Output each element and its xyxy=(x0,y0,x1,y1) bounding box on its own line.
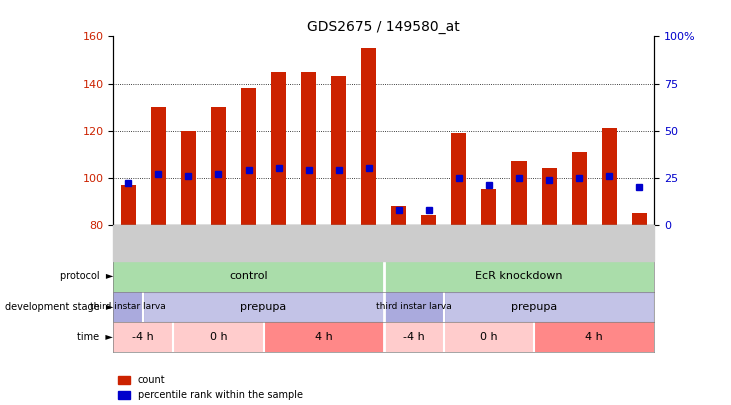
Title: GDS2675 / 149580_at: GDS2675 / 149580_at xyxy=(308,20,460,34)
Bar xyxy=(632,213,647,225)
Bar xyxy=(241,88,256,225)
Bar xyxy=(151,107,166,225)
Bar xyxy=(534,322,654,352)
Bar xyxy=(181,130,196,225)
Bar xyxy=(444,292,654,322)
Text: third instar larva: third instar larva xyxy=(91,302,166,311)
Text: protocol  ►: protocol ► xyxy=(60,271,113,281)
Legend: count, percentile rank within the sample: count, percentile rank within the sample xyxy=(118,375,303,400)
Bar xyxy=(331,77,346,225)
Bar xyxy=(301,72,317,225)
Bar xyxy=(361,48,376,225)
Bar xyxy=(113,322,173,352)
Bar xyxy=(384,322,444,352)
Bar xyxy=(173,322,264,352)
Bar xyxy=(482,190,496,225)
Bar xyxy=(512,161,526,225)
Bar xyxy=(264,322,384,352)
Text: 0 h: 0 h xyxy=(480,332,498,342)
Bar xyxy=(391,206,406,225)
Bar xyxy=(444,322,534,352)
Text: -4 h: -4 h xyxy=(132,332,154,342)
Bar xyxy=(384,261,654,292)
Text: -4 h: -4 h xyxy=(403,332,425,342)
Bar xyxy=(384,292,444,322)
Bar xyxy=(572,152,587,225)
Bar xyxy=(121,185,136,225)
Text: time  ►: time ► xyxy=(77,332,113,342)
Text: 0 h: 0 h xyxy=(210,332,227,342)
Text: 4 h: 4 h xyxy=(315,332,333,342)
Bar xyxy=(143,292,384,322)
Text: third instar larva: third instar larva xyxy=(376,302,452,311)
Bar xyxy=(271,72,286,225)
Bar xyxy=(602,128,617,225)
Text: prepupa: prepupa xyxy=(511,302,557,312)
Bar xyxy=(542,168,556,225)
Bar xyxy=(421,215,436,225)
Text: control: control xyxy=(230,271,268,281)
Bar xyxy=(211,107,226,225)
Text: development stage  ►: development stage ► xyxy=(5,302,113,312)
Bar xyxy=(113,261,384,292)
Text: 4 h: 4 h xyxy=(586,332,603,342)
Bar xyxy=(113,292,143,322)
Text: prepupa: prepupa xyxy=(240,302,287,312)
Text: EcR knockdown: EcR knockdown xyxy=(475,271,563,281)
Bar xyxy=(452,133,466,225)
